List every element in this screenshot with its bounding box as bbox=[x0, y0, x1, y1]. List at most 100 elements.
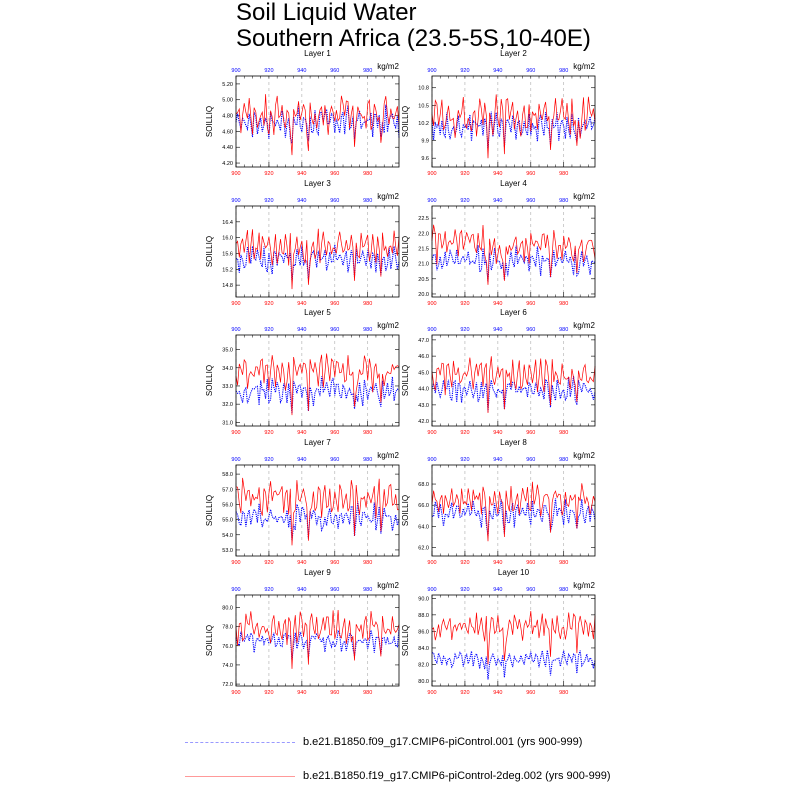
x-tick-label-top: 980 bbox=[559, 68, 568, 74]
x-tick-label-top: 920 bbox=[264, 68, 273, 74]
x-tick-label-bottom: 980 bbox=[559, 560, 568, 566]
x-tick-label-top: 900 bbox=[231, 457, 240, 463]
x-tick-label-bottom: 940 bbox=[297, 430, 306, 436]
x-tick-label-top: 980 bbox=[559, 327, 568, 333]
y-tick-label: 34.0 bbox=[222, 366, 233, 372]
y-tick-label: 9.9 bbox=[421, 139, 429, 145]
x-tick-label-bottom: 940 bbox=[493, 301, 502, 307]
x-tick-label-bottom: 960 bbox=[526, 560, 535, 566]
y-axis-label: SOILLIQ bbox=[205, 106, 214, 137]
x-tick-label-top: 980 bbox=[363, 68, 372, 74]
y-tick-label: 45.0 bbox=[418, 370, 429, 376]
plot-frame bbox=[235, 334, 400, 427]
legend-entry-case2: b.e21.B1850.f19_g17.CMIP6-piControl-2deg… bbox=[185, 766, 611, 786]
y-tick-label: 4.60 bbox=[222, 129, 233, 135]
y-tick-label: 21.5 bbox=[418, 246, 429, 252]
y-axis-label: SOILLIQ bbox=[205, 495, 214, 526]
plot-frame bbox=[431, 464, 596, 557]
series-line-case2 bbox=[431, 94, 596, 159]
y-tick-label: 86.0 bbox=[418, 629, 429, 635]
panel-layer-5: Layer 5 kg/m2 SOILLIQ 31.0 32.0 33.0 34.0 35.0 9… bbox=[205, 308, 400, 436]
x-tick-label-top: 980 bbox=[559, 457, 568, 463]
x-tick-label-bottom: 960 bbox=[330, 560, 339, 566]
x-tick-label-top: 920 bbox=[264, 198, 273, 204]
legend: b.e21.B1850.f09_g17.CMIP6-piControl.001 … bbox=[185, 728, 785, 788]
x-tick-label-top: 900 bbox=[427, 587, 436, 593]
x-tick-label-top: 940 bbox=[493, 587, 502, 593]
series-line-case1 bbox=[235, 376, 400, 414]
x-tick-label-top: 900 bbox=[427, 198, 436, 204]
y-axis-label: SOILLIQ bbox=[401, 365, 410, 396]
x-tick-label-top: 920 bbox=[460, 68, 469, 74]
y-tick-label: 58.0 bbox=[222, 472, 233, 478]
units-label: kg/m2 bbox=[573, 581, 595, 590]
y-tick-label: 15.6 bbox=[222, 251, 233, 257]
x-tick-label-top: 980 bbox=[363, 327, 372, 333]
y-tick-label: 66.0 bbox=[418, 503, 429, 509]
y-axis-label: SOILLIQ bbox=[401, 625, 410, 656]
x-tick-label-top: 960 bbox=[526, 198, 535, 204]
y-tick-label: 72.0 bbox=[222, 682, 233, 688]
y-tick-label: 84.0 bbox=[418, 646, 429, 652]
series-line-case1 bbox=[235, 244, 400, 282]
x-tick-label-top: 940 bbox=[297, 587, 306, 593]
title-line-2: Southern Africa (23.5-5S,10-40E) bbox=[236, 25, 591, 52]
legend-swatch-case1 bbox=[185, 741, 295, 743]
panel-layer-6: Layer 6 kg/m2 SOILLIQ 42.0 43.0 44.0 45.0 46.0 4… bbox=[401, 308, 596, 436]
y-tick-label: 57.0 bbox=[222, 487, 233, 493]
x-tick-label-top: 980 bbox=[559, 587, 568, 593]
y-tick-label: 4.20 bbox=[222, 161, 233, 167]
plot-frame bbox=[235, 464, 400, 557]
panel-title: Layer 10 bbox=[498, 568, 530, 577]
y-axis-label: SOILLIQ bbox=[205, 236, 214, 267]
units-label: kg/m2 bbox=[377, 451, 399, 460]
legend-swatch-case2 bbox=[185, 775, 295, 777]
series-line-case2 bbox=[235, 353, 400, 416]
x-tick-label-bottom: 900 bbox=[427, 690, 436, 696]
x-tick-label-top: 900 bbox=[231, 198, 240, 204]
panel-title: Layer 9 bbox=[304, 568, 331, 577]
y-tick-label: 80.0 bbox=[418, 679, 429, 685]
x-tick-label-bottom: 940 bbox=[297, 301, 306, 307]
series-line-case2 bbox=[235, 228, 400, 290]
x-tick-label-bottom: 980 bbox=[559, 690, 568, 696]
y-tick-label: 80.0 bbox=[222, 605, 233, 611]
panel-layer-3: Layer 3 kg/m2 SOILLIQ 14.8 15.2 15.6 16.0 16.4 9… bbox=[205, 179, 400, 307]
units-label: kg/m2 bbox=[377, 321, 399, 330]
y-tick-label: 21.0 bbox=[418, 262, 429, 268]
x-tick-label-bottom: 940 bbox=[493, 560, 502, 566]
series-line-case2 bbox=[431, 356, 596, 414]
legend-label-case2: b.e21.B1850.f19_g17.CMIP6-piControl-2deg… bbox=[303, 770, 611, 782]
x-tick-label-bottom: 920 bbox=[460, 301, 469, 307]
x-tick-label-bottom: 920 bbox=[264, 301, 273, 307]
units-label: kg/m2 bbox=[573, 62, 595, 71]
y-axis-label: SOILLIQ bbox=[205, 365, 214, 396]
y-tick-label: 64.0 bbox=[418, 524, 429, 530]
y-tick-label: 53.0 bbox=[222, 548, 233, 554]
x-tick-label-bottom: 900 bbox=[231, 560, 240, 566]
y-tick-label: 5.00 bbox=[222, 98, 233, 104]
legend-label-case1: b.e21.B1850.f09_g17.CMIP6-piControl.001 … bbox=[303, 736, 583, 748]
x-tick-label-top: 920 bbox=[264, 327, 273, 333]
units-label: kg/m2 bbox=[573, 451, 595, 460]
y-tick-label: 22.5 bbox=[418, 216, 429, 222]
x-tick-label-bottom: 980 bbox=[363, 171, 372, 177]
x-tick-label-bottom: 940 bbox=[493, 690, 502, 696]
y-tick-label: 47.0 bbox=[418, 338, 429, 344]
y-tick-label: 10.2 bbox=[418, 121, 429, 127]
y-axis-label: SOILLIQ bbox=[401, 236, 410, 267]
x-tick-label-bottom: 940 bbox=[493, 171, 502, 177]
x-tick-label-top: 980 bbox=[559, 198, 568, 204]
x-tick-label-bottom: 980 bbox=[363, 301, 372, 307]
x-tick-label-top: 920 bbox=[264, 457, 273, 463]
x-tick-label-bottom: 900 bbox=[231, 171, 240, 177]
y-tick-label: 54.0 bbox=[222, 533, 233, 539]
panel-layer-4: Layer 4 kg/m2 SOILLIQ 20.0 20.5 21.0 21.5 22.0 2… bbox=[401, 179, 596, 307]
series-line-case2 bbox=[431, 610, 596, 665]
series-line-case2 bbox=[431, 481, 596, 542]
series-line-case2 bbox=[235, 477, 400, 546]
y-axis-label: SOILLIQ bbox=[401, 106, 410, 137]
y-tick-label: 82.0 bbox=[418, 662, 429, 668]
y-tick-label: 4.80 bbox=[222, 114, 233, 120]
x-tick-label-bottom: 960 bbox=[526, 171, 535, 177]
